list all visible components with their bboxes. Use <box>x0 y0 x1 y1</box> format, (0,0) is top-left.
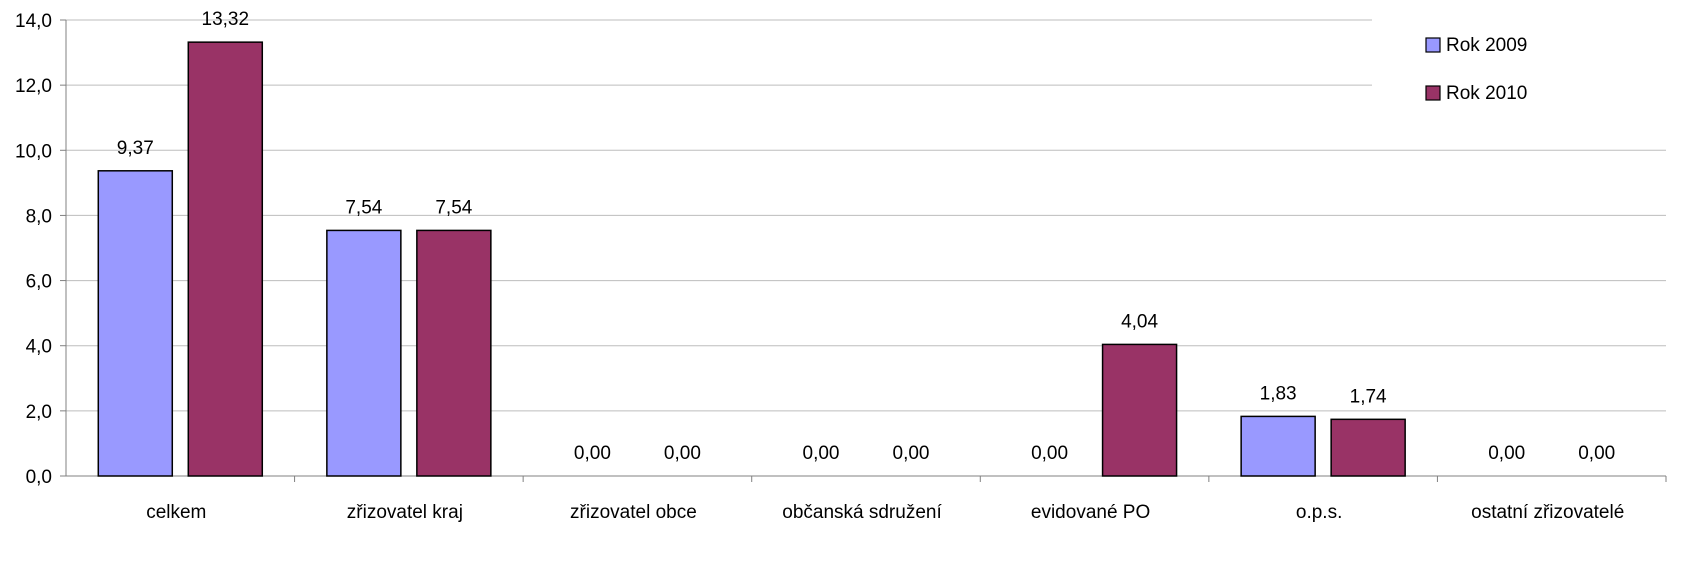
y-tick-label: 0,0 <box>26 467 52 488</box>
x-category-label: občanská sdružení <box>782 502 942 523</box>
x-category-labels: celkem zřizovatel kraj zřizovatel obce obča… <box>146 502 1624 523</box>
y-tick-label: 10,0 <box>15 141 52 162</box>
y-tick-labels: 0,0 2,0 4,0 6,0 8,0 10,0 12,0 14,0 <box>15 11 52 488</box>
bar <box>1240 415 1316 477</box>
legend-label: Rok 2009 <box>1446 35 1527 56</box>
data-labels: 9,37 13,32 7,54 7,54 0,00 0,00 0,00 0,00 0,00 4,0… <box>117 9 1615 464</box>
bar <box>97 170 174 477</box>
data-label: 0,00 <box>803 443 840 464</box>
data-label: 0,00 <box>1031 443 1068 464</box>
bar <box>416 229 492 477</box>
data-label: 9,37 <box>117 138 154 159</box>
data-label: 7,54 <box>345 197 382 218</box>
x-category-label: zřizovatel obce <box>570 502 697 523</box>
y-tick-label: 6,0 <box>26 272 52 293</box>
data-label: 1,83 <box>1260 383 1297 404</box>
y-tick-label: 8,0 <box>26 206 52 227</box>
x-category-label: celkem <box>146 502 206 523</box>
x-category-label: evidované PO <box>1031 502 1150 523</box>
data-label: 0,00 <box>893 443 930 464</box>
bar <box>1330 418 1406 477</box>
data-label: 0,00 <box>574 443 611 464</box>
data-label: 13,32 <box>202 9 250 30</box>
x-category-label: ostatní zřizovatelé <box>1471 502 1624 523</box>
y-tick-label: 12,0 <box>15 76 52 97</box>
bar <box>1101 343 1178 477</box>
y-tick-label: 4,0 <box>26 337 52 358</box>
axes <box>60 19 1667 482</box>
data-label: 0,00 <box>1578 443 1615 464</box>
bar <box>326 229 402 477</box>
bar <box>187 41 264 477</box>
x-category-label: o.p.s. <box>1296 502 1342 523</box>
data-label: 7,54 <box>435 197 472 218</box>
data-label: 1,74 <box>1350 386 1387 407</box>
legend-swatch <box>1425 85 1441 101</box>
legend-swatch <box>1425 37 1441 53</box>
legend-label: Rok 2010 <box>1446 83 1527 104</box>
y-tick-label: 2,0 <box>26 402 52 423</box>
legend: Rok 2009 Rok 2010 <box>1425 35 1527 104</box>
x-category-label: zřizovatel kraj <box>347 502 463 523</box>
bars <box>97 41 1406 477</box>
y-tick-label: 14,0 <box>15 11 52 32</box>
data-label: 0,00 <box>664 443 701 464</box>
gridlines <box>66 19 1666 412</box>
data-label: 4,04 <box>1121 311 1158 332</box>
data-label: 0,00 <box>1488 443 1525 464</box>
